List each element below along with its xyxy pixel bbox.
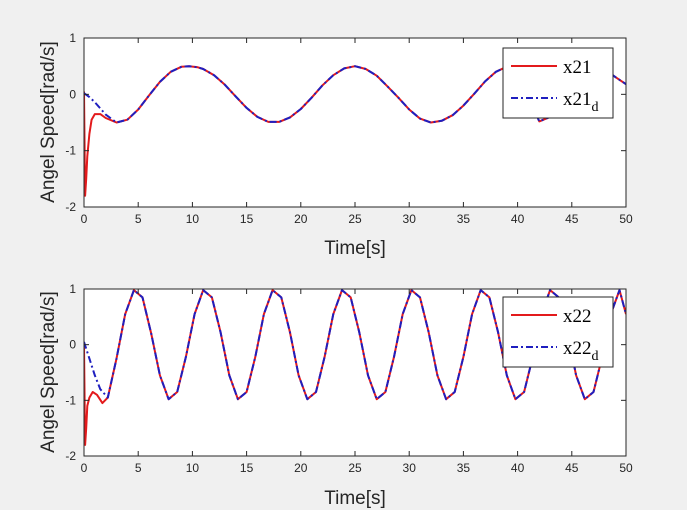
y-tick-label: 1 bbox=[69, 282, 76, 296]
x-tick-label: 45 bbox=[565, 212, 579, 226]
x-tick-label: 15 bbox=[240, 212, 254, 226]
x-tick-label: 35 bbox=[457, 461, 471, 475]
x-tick-label: 40 bbox=[511, 461, 525, 475]
x-tick-label: 10 bbox=[186, 212, 200, 226]
legend-label-1: x21 bbox=[563, 57, 592, 78]
x-tick-label: 35 bbox=[457, 212, 471, 226]
x-tick-label: 0 bbox=[81, 212, 88, 226]
x-axis-title: Time[s] bbox=[324, 238, 386, 259]
legend-label-1: x22 bbox=[563, 306, 592, 327]
y-tick-label: -2 bbox=[65, 449, 76, 463]
chart-panel-1: 0 5 10 15 20 25 30 35 40 45 50 -2 -1 0 1 Time[s] Angel S… bbox=[38, 31, 633, 259]
x-tick-label: 50 bbox=[619, 212, 633, 226]
x-tick-label: 50 bbox=[619, 461, 633, 475]
x-tick-label: 5 bbox=[135, 212, 142, 226]
x-tick-label: 20 bbox=[294, 461, 308, 475]
y-tick-label: -1 bbox=[65, 144, 76, 158]
y-tick-label: 0 bbox=[69, 87, 76, 101]
x-tick-label: 45 bbox=[565, 461, 579, 475]
legend-subscript: d bbox=[592, 100, 599, 115]
y-tick-label: 0 bbox=[69, 338, 76, 352]
legend-subscript: d bbox=[592, 349, 599, 364]
x-tick-label: 15 bbox=[240, 461, 254, 475]
legend-box bbox=[502, 296, 614, 368]
x-tick-label: 10 bbox=[186, 461, 200, 475]
x-tick-label: 30 bbox=[403, 461, 417, 475]
y-tick-label: -2 bbox=[65, 200, 76, 214]
x-tick-label: 30 bbox=[403, 212, 417, 226]
y-axis-title: Angel Speed[rad/s] bbox=[38, 291, 59, 453]
x-tick-label: 25 bbox=[348, 212, 362, 226]
x-tick-label: 5 bbox=[135, 461, 142, 475]
legend-box bbox=[502, 47, 614, 119]
x-axis-title: Time[s] bbox=[324, 488, 386, 509]
x-tick-label: 40 bbox=[511, 212, 525, 226]
chart-panel-2: 0 5 10 15 20 25 30 35 40 45 50 -2 -1 0 1 Time[s] Angel S… bbox=[38, 282, 633, 509]
y-axis-title: Angel Speed[rad/s] bbox=[38, 41, 59, 203]
y-tick-label: 1 bbox=[69, 31, 76, 45]
x-tick-label: 20 bbox=[294, 212, 308, 226]
x-tick-label: 0 bbox=[81, 461, 88, 475]
y-tick-label: -1 bbox=[65, 393, 76, 407]
x-tick-label: 25 bbox=[348, 461, 362, 475]
